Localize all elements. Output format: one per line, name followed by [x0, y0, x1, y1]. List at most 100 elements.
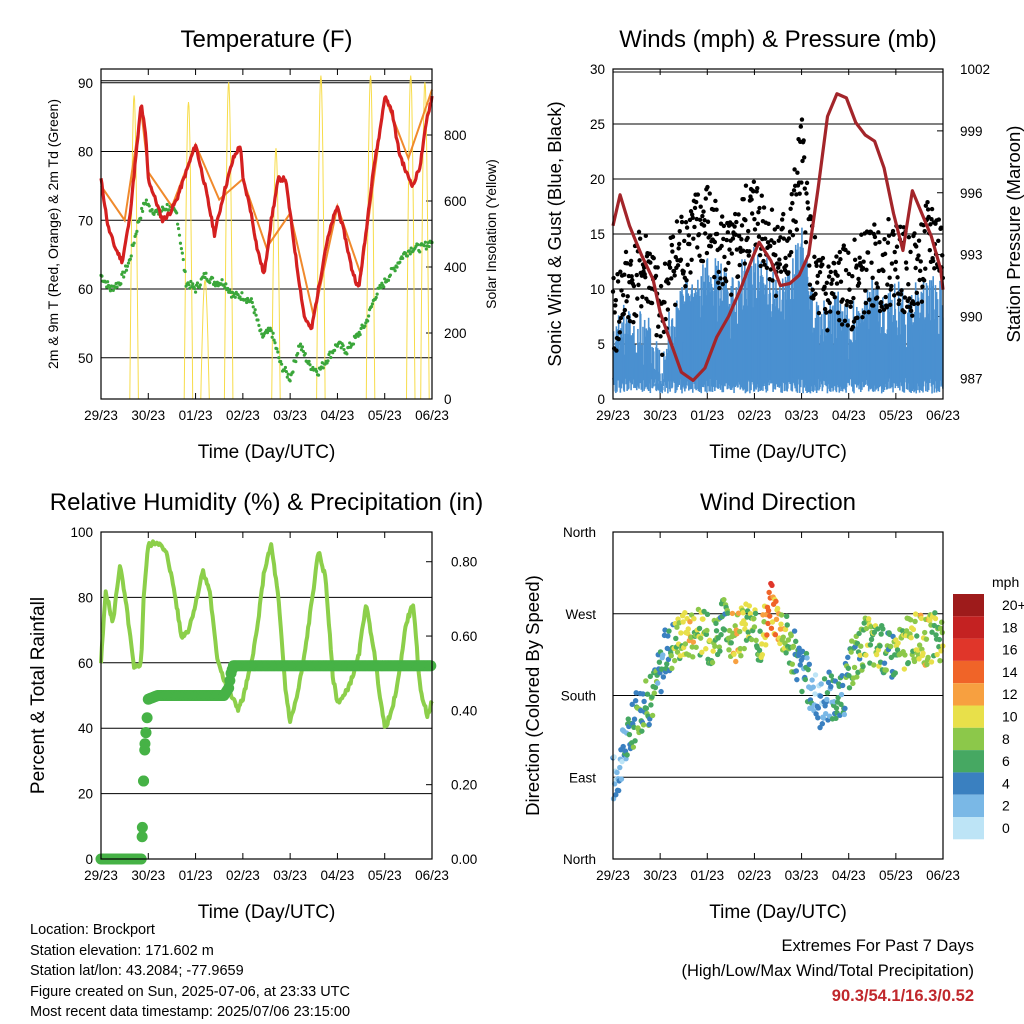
series-gust-point — [781, 236, 787, 241]
series-gust-point — [777, 262, 783, 267]
wdir-point — [810, 684, 816, 690]
wdir-point — [863, 652, 869, 658]
series-gust-point — [623, 249, 629, 255]
temp-xtick-label: 04/23 — [321, 408, 355, 423]
series-gust-point — [695, 192, 701, 197]
series-gust-point — [930, 258, 936, 264]
wdir-point — [767, 613, 773, 619]
series-gust-point — [850, 324, 856, 330]
series-gust-point — [843, 267, 849, 273]
series-gust-point — [817, 270, 823, 275]
series-gust-point — [686, 233, 692, 238]
series-gust-point — [631, 283, 637, 289]
wdir-point — [689, 644, 695, 650]
wdir-point — [718, 631, 724, 638]
rh-ytick-label: 0 — [85, 852, 93, 867]
wdir-point — [799, 688, 805, 695]
wdir-point — [617, 764, 623, 771]
series-gust-point — [660, 352, 665, 358]
wind-y2label: Station Pressure (Maroon) — [1003, 126, 1024, 343]
series-gust-point — [869, 260, 874, 265]
series-gust-point — [678, 257, 684, 262]
wdir-point — [809, 677, 815, 683]
wdir-point — [707, 637, 713, 644]
series-dewpoint-point — [108, 289, 113, 293]
wdir-point — [783, 613, 790, 620]
series-gust-point — [783, 263, 789, 268]
series-dewpoint-point — [416, 243, 420, 247]
wdir-point — [793, 668, 799, 674]
wdir-point — [766, 589, 772, 596]
series-gust-point — [854, 263, 860, 268]
wdir-point — [868, 624, 874, 630]
wdir-point — [640, 722, 647, 728]
wdir-point — [939, 629, 945, 636]
series-gust-point — [764, 265, 770, 271]
wind-ytick-label: 25 — [590, 117, 605, 132]
wind-xtick-label: 04/23 — [832, 408, 866, 423]
wind-y2tick-label: 996 — [960, 186, 983, 201]
series-gust-point — [705, 219, 711, 224]
wdir-point — [916, 642, 923, 648]
series-gust-point — [884, 305, 890, 310]
extremes-heading: Extremes For Past 7 Days — [781, 937, 974, 955]
wdir-legend-swatch — [953, 750, 984, 773]
wdir-legend-swatch — [953, 705, 984, 728]
series-dewpoint-point — [316, 373, 321, 377]
temp-title: Temperature (F) — [180, 26, 352, 53]
wdir-point — [647, 673, 654, 680]
series-dewpoint-point — [300, 345, 305, 349]
series-gust-point — [723, 278, 729, 284]
wdir-point — [700, 616, 706, 622]
series-dewpoint-point — [283, 365, 288, 370]
series-gust-point — [755, 221, 761, 226]
wdir-point — [747, 611, 754, 617]
temp-xtick-label: 03/23 — [273, 408, 307, 423]
wdir-point — [932, 615, 939, 622]
series-gust-point — [677, 228, 682, 234]
series-gust-point — [846, 250, 851, 255]
series-dewpoint-point — [197, 285, 201, 290]
series-dewpoint-point — [423, 240, 427, 244]
series-dewpoint-point — [137, 219, 141, 224]
series-dewpoint-point — [193, 286, 197, 291]
series-gust-point — [777, 257, 782, 262]
wdir-point — [895, 640, 901, 646]
series-dewpoint-point — [265, 331, 270, 335]
wdir-ytick-label: North — [563, 852, 596, 867]
wdir-point — [732, 623, 738, 629]
series-gust-point — [850, 273, 855, 279]
series-gust-point — [843, 247, 848, 253]
series-dewpoint-point — [353, 335, 357, 340]
series-gust-point — [692, 224, 697, 230]
series-gust-point — [779, 217, 785, 222]
wind-xtick-label: 03/23 — [785, 408, 819, 423]
series-gust-point — [752, 227, 758, 232]
wdir-point — [871, 629, 878, 636]
series-gust-point — [673, 302, 678, 308]
series-gust-point — [872, 234, 878, 240]
series-dewpoint-point — [187, 283, 191, 287]
wdir-point — [690, 654, 696, 660]
series-dewpoint-point — [374, 295, 378, 300]
wdir-point — [883, 667, 889, 673]
series-gust-point — [743, 218, 748, 223]
wdir-legend-label: 18 — [1002, 619, 1018, 635]
series-dewpoint-point — [382, 285, 386, 289]
wdir-point — [817, 693, 824, 699]
series-dewpoint-point — [175, 211, 179, 215]
wdir-point — [818, 681, 824, 687]
wdir-point — [685, 626, 691, 632]
series-gust-point — [691, 236, 696, 241]
wdir-xlabel: Time (Day/UTC) — [709, 902, 847, 923]
wind-ytick-label: 10 — [590, 282, 605, 297]
series-gust-point — [799, 117, 805, 122]
temp-ytick-label: 80 — [78, 145, 93, 160]
series-dewpoint-point — [256, 318, 260, 322]
wdir-point — [821, 676, 828, 682]
wdir-point — [789, 661, 796, 667]
series-gust-point — [621, 311, 626, 317]
rh-frame — [100, 531, 433, 860]
series-gust-point — [741, 197, 746, 202]
series-dewpoint-point — [348, 341, 352, 345]
